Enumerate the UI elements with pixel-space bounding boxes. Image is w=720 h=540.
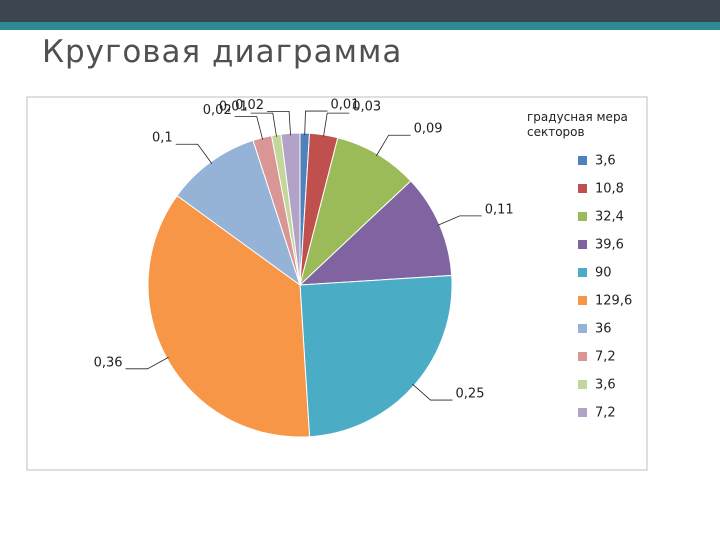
data-label: 0,36 bbox=[94, 355, 123, 370]
legend-swatch bbox=[578, 240, 587, 249]
leader-line bbox=[175, 143, 213, 164]
data-label: 0,02 bbox=[235, 98, 264, 113]
leader-line bbox=[250, 112, 277, 137]
legend-label: 129,6 bbox=[595, 294, 632, 309]
data-label: 0,02 bbox=[203, 103, 232, 118]
leader-line bbox=[412, 383, 453, 401]
legend-swatch bbox=[578, 156, 587, 165]
legend-swatch bbox=[578, 212, 587, 221]
legend-label: 3,6 bbox=[595, 154, 616, 169]
legend-label: 7,2 bbox=[595, 350, 616, 365]
top-bar bbox=[0, 0, 720, 22]
legend-swatch bbox=[578, 296, 587, 305]
data-label: 0,01 bbox=[219, 100, 248, 115]
data-label: 0,09 bbox=[414, 122, 443, 137]
leader-line bbox=[234, 116, 264, 140]
legend-swatch bbox=[578, 408, 587, 417]
leader-line bbox=[267, 110, 291, 136]
data-label: 0,25 bbox=[456, 387, 485, 402]
legend-label: 39,6 bbox=[595, 238, 624, 253]
leader-line bbox=[437, 215, 482, 226]
legend-label: 32,4 bbox=[595, 210, 624, 225]
data-label: 0,11 bbox=[485, 202, 514, 217]
leader-line bbox=[323, 112, 350, 137]
data-label: 0,01 bbox=[330, 98, 359, 113]
legend-label: 90 bbox=[595, 266, 612, 281]
data-label: 0,1 bbox=[152, 131, 173, 146]
legend-label: 3,6 bbox=[595, 378, 616, 393]
legend-swatch bbox=[578, 352, 587, 361]
legend-label: 10,8 bbox=[595, 182, 624, 197]
legend-swatch bbox=[578, 324, 587, 333]
legend-label: 36 bbox=[595, 322, 612, 337]
legend-swatch bbox=[578, 268, 587, 277]
legend-label: 7,2 bbox=[595, 406, 616, 421]
slide-title: Круговая диаграмма bbox=[42, 34, 403, 70]
data-label: 0,03 bbox=[352, 100, 381, 115]
chart-frame bbox=[26, 96, 648, 471]
leader-line bbox=[304, 110, 328, 136]
pie-slice bbox=[299, 274, 453, 438]
accent-bar bbox=[0, 22, 720, 30]
legend-swatch bbox=[578, 380, 587, 389]
leader-line bbox=[125, 356, 169, 370]
legend-title: градусная мера секторов bbox=[527, 110, 628, 139]
leader-line bbox=[376, 134, 411, 157]
legend-swatch bbox=[578, 184, 587, 193]
